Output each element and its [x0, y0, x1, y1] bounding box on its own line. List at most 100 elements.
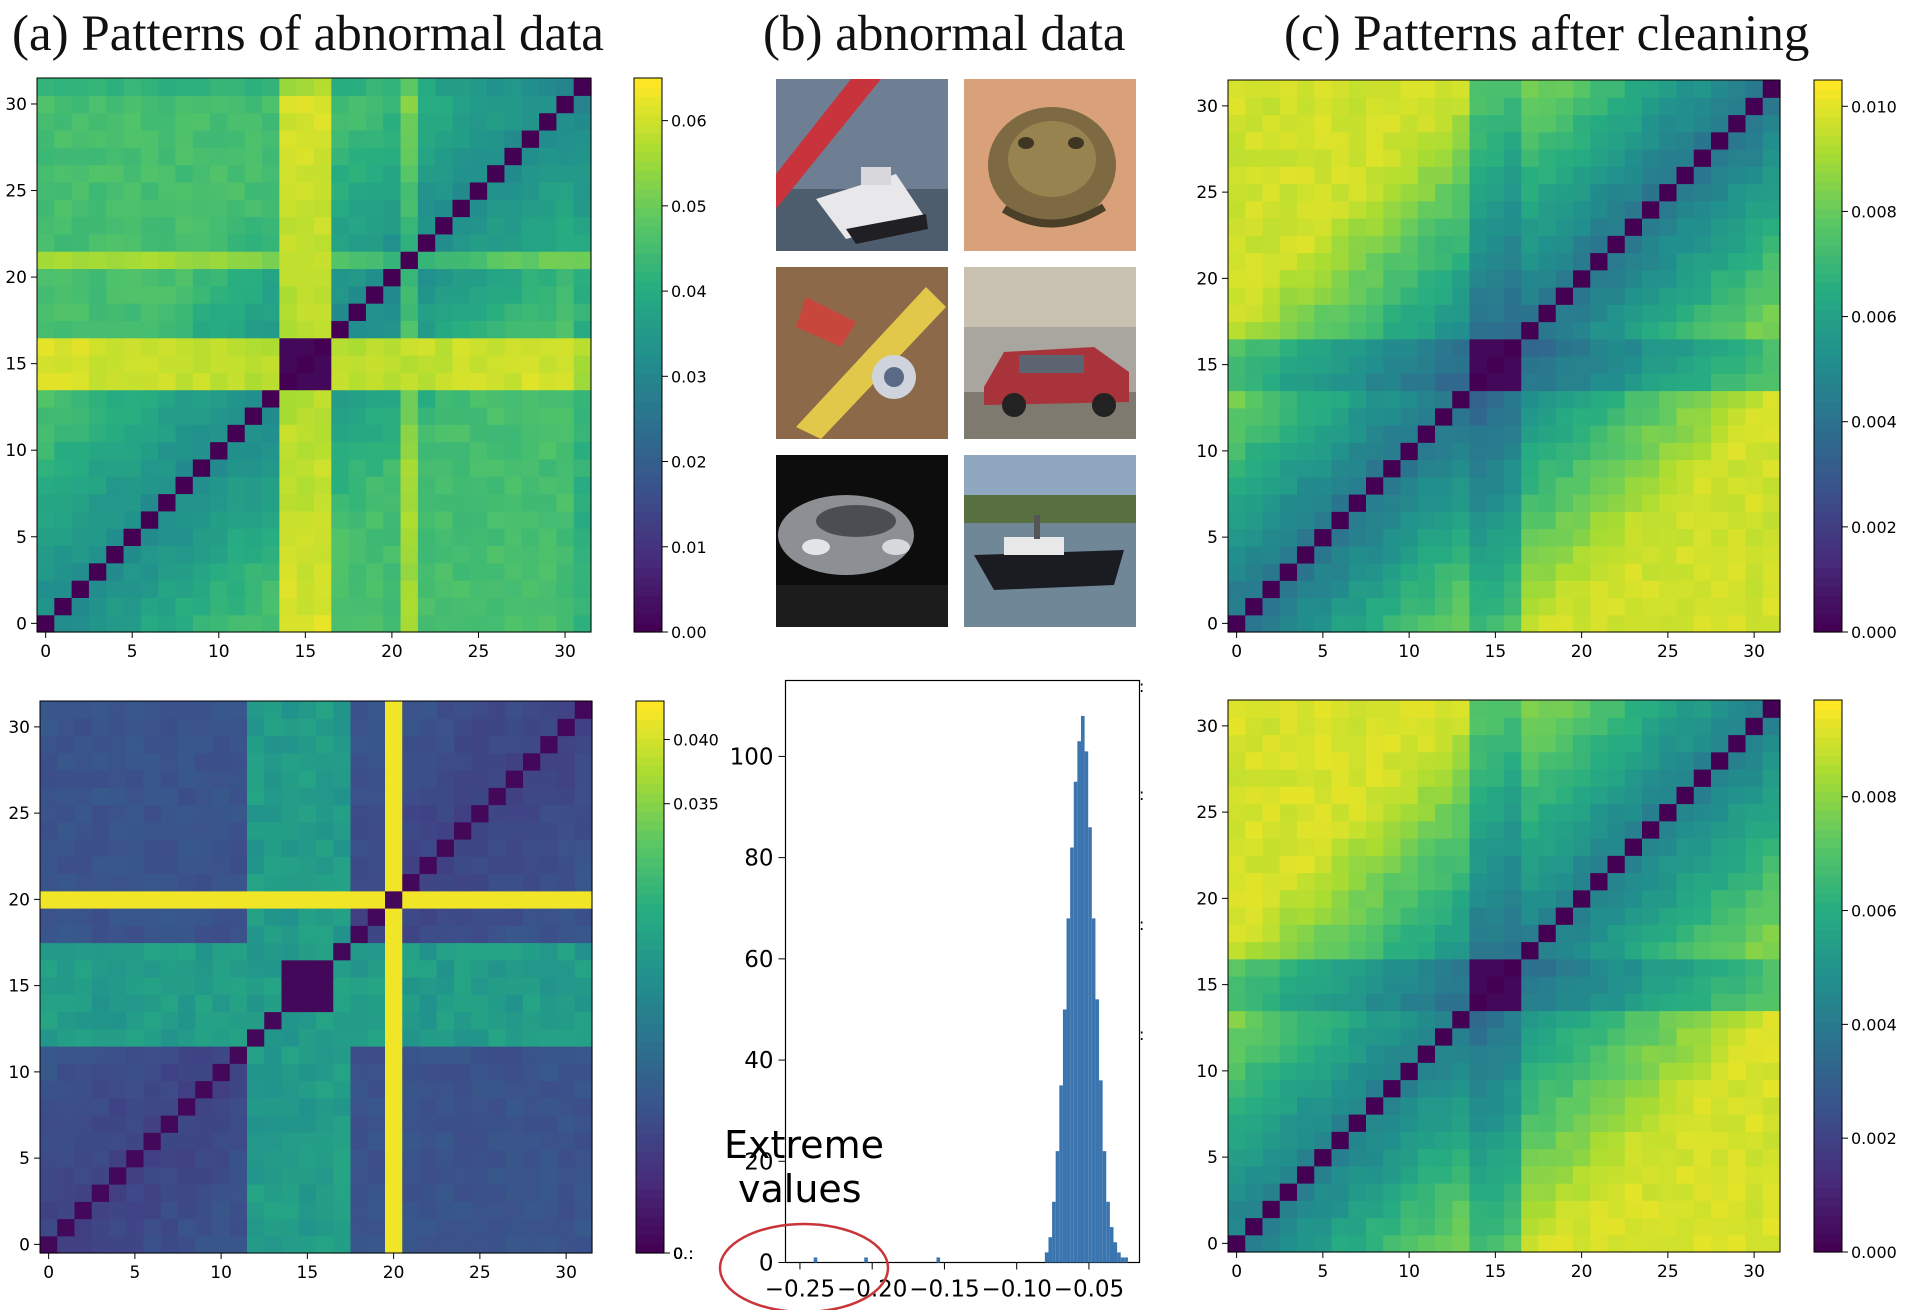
heatmap-cell	[1452, 166, 1471, 185]
heatmap-cell	[365, 95, 384, 114]
heatmap-cell	[54, 268, 73, 287]
heatmap-cell	[1538, 563, 1557, 581]
heatmap-cell	[419, 925, 438, 944]
heatmap-cell	[435, 112, 454, 131]
colorbar-segment	[634, 475, 662, 485]
heatmap-cell	[1504, 1027, 1522, 1046]
heatmap-cell	[37, 562, 55, 581]
heatmap-cell	[1297, 304, 1315, 323]
heatmap-cell	[1642, 1217, 1660, 1236]
heatmap-cell	[1624, 407, 1643, 426]
heatmap-cell	[1659, 838, 1678, 856]
heatmap-cell	[1262, 786, 1281, 805]
heatmap-cell	[1504, 580, 1522, 599]
heatmap-cell	[178, 994, 196, 1013]
heatmap-cell	[1262, 97, 1281, 116]
heatmap-cell	[1331, 580, 1350, 599]
heatmap-cell	[452, 372, 471, 391]
heatmap-cell	[350, 1184, 369, 1202]
heatmap-cell	[505, 994, 524, 1013]
heatmap-cell	[435, 545, 454, 564]
heatmap-cell	[1521, 511, 1540, 530]
heatmap-cell	[1693, 80, 1712, 98]
heatmap-cell	[123, 406, 142, 425]
heatmap-cell	[123, 372, 142, 391]
heatmap-cell	[1590, 769, 1609, 787]
heatmap-cell	[160, 1080, 179, 1099]
heatmap-cell	[1728, 476, 1747, 495]
heatmap-cell	[210, 337, 229, 356]
heatmap-cell	[365, 614, 384, 633]
heatmap-cell	[573, 528, 592, 547]
heatmap-cell	[57, 701, 76, 719]
heatmap-cell	[487, 129, 506, 148]
heatmap-cell	[229, 1201, 248, 1220]
heatmap-cell	[331, 95, 350, 114]
heatmap-cell	[212, 890, 231, 909]
heatmap-cell	[419, 718, 438, 737]
heatmap-cell	[143, 942, 162, 961]
colorbar-segment	[636, 802, 664, 812]
heatmap-cell	[1745, 131, 1764, 150]
heatmap-cell	[539, 458, 557, 477]
heatmap-cell	[1642, 907, 1660, 925]
heatmap-cell	[244, 441, 263, 460]
heatmap-cell	[1762, 338, 1781, 357]
heatmap-cell	[1573, 993, 1591, 1012]
heatmap-cell	[1538, 97, 1557, 116]
heatmap-cell	[1555, 252, 1574, 271]
heatmap-cell	[417, 233, 436, 252]
heatmap-cell	[452, 303, 471, 321]
heatmap-cell	[1762, 751, 1781, 770]
heatmap-cell	[37, 597, 55, 616]
heatmap-cell	[1297, 149, 1315, 167]
heatmap-cell	[1262, 200, 1281, 219]
heatmap-cell	[1262, 907, 1281, 925]
heatmap-cell	[1245, 338, 1264, 357]
heatmap-cell	[469, 614, 488, 633]
heatmap-cell	[1486, 580, 1505, 599]
heatmap-cell	[57, 856, 76, 875]
heatmap-cell	[1728, 924, 1747, 943]
heatmap-cell	[210, 268, 229, 287]
heatmap-cell	[1469, 1062, 1488, 1081]
colorbar-segment	[634, 142, 662, 153]
heatmap-cell	[400, 251, 419, 270]
heatmap-cell	[316, 718, 334, 737]
heatmap-cell	[1228, 1165, 1246, 1184]
heatmap-cell	[1245, 563, 1264, 581]
heatmap-cell	[1297, 907, 1315, 925]
colorbar	[1814, 80, 1842, 633]
heatmap-cell	[279, 216, 298, 235]
heatmap-cell	[160, 908, 179, 926]
heatmap-cell	[367, 1149, 386, 1168]
heatmap-cell	[1417, 958, 1436, 977]
heatmap-cell	[1262, 751, 1281, 770]
heatmap-cell	[1642, 356, 1660, 374]
heatmap-cell	[1262, 717, 1281, 736]
heatmap-cell	[419, 959, 438, 978]
heatmap-cell	[1642, 528, 1660, 547]
heatmap-cell	[281, 1028, 300, 1047]
heatmap-cell	[1590, 1045, 1609, 1063]
heatmap-cell	[71, 95, 90, 114]
heatmap-cell	[469, 199, 488, 218]
heatmap-cell	[454, 959, 472, 978]
heatmap-cell	[1590, 1148, 1609, 1167]
heatmap-cell	[1711, 993, 1729, 1012]
heatmap-cell	[1452, 390, 1471, 409]
heatmap-cell	[143, 959, 162, 978]
heatmap-cell	[175, 424, 194, 443]
heatmap-cell	[1762, 993, 1781, 1012]
colorbar-segment	[634, 558, 662, 568]
colorbar-segment	[636, 848, 664, 858]
colorbar-segment	[636, 977, 664, 987]
heatmap-cell	[488, 856, 507, 875]
heatmap-cell	[1555, 131, 1574, 150]
heatmap-cell	[1573, 803, 1591, 822]
heatmap-cell	[1469, 924, 1488, 943]
heatmap-cell	[1435, 563, 1453, 581]
heatmap-cell	[54, 337, 73, 356]
heatmap-cell	[1607, 786, 1626, 805]
heatmap-cell	[1590, 907, 1609, 925]
